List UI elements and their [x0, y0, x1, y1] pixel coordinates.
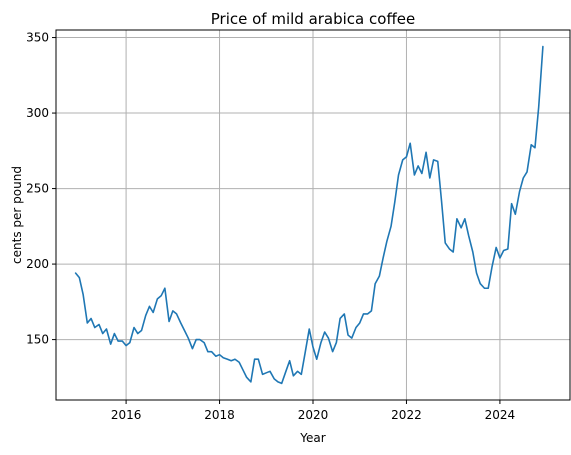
grid-lines: [56, 30, 570, 400]
data-series: [74, 45, 544, 385]
y-tick-label: 350: [26, 31, 49, 45]
series-line: [74, 45, 544, 385]
y-axis-label: cents per pound: [10, 166, 24, 264]
y-tick-label: 300: [26, 106, 49, 120]
x-tick-label: 2018: [204, 408, 235, 422]
y-tick-label: 150: [26, 333, 49, 347]
x-axis-label: Year: [299, 431, 325, 445]
x-tick-label: 2024: [485, 408, 516, 422]
chart-title: Price of mild arabica coffee: [211, 10, 416, 28]
y-tick-label: 200: [26, 257, 49, 271]
x-tick-label: 2020: [298, 408, 329, 422]
y-tick-label: 250: [26, 182, 49, 196]
x-tick-label: 2022: [391, 408, 422, 422]
axis-ticks: 2016 2018 2020 2022 2024 150 200 250 300 350: [26, 31, 515, 422]
x-tick-label: 2016: [111, 408, 142, 422]
